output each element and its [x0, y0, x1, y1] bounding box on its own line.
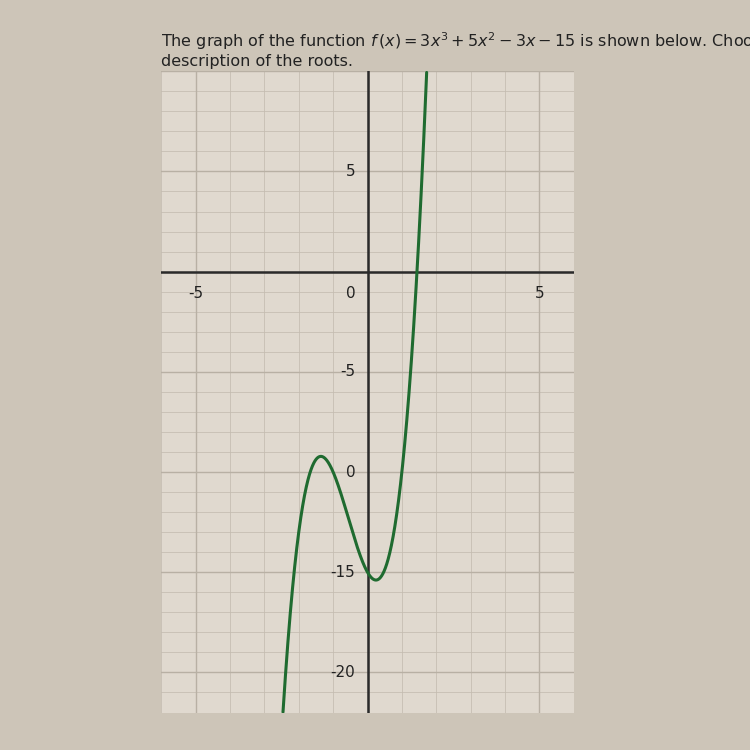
Text: -20: -20: [331, 665, 356, 680]
Text: -5: -5: [340, 364, 356, 380]
Text: 5: 5: [535, 286, 544, 301]
Text: 5: 5: [346, 164, 355, 179]
Text: -5: -5: [188, 286, 203, 301]
Text: -15: -15: [331, 565, 356, 580]
Text: description of the roots.: description of the roots.: [161, 54, 353, 69]
Text: The graph of the function $f\,(x) = 3x^3 + 5x^2 - 3x - 15$ is shown below. Choos: The graph of the function $f\,(x) = 3x^3…: [161, 30, 750, 52]
Text: 0: 0: [346, 286, 355, 301]
Text: 0: 0: [346, 464, 355, 479]
